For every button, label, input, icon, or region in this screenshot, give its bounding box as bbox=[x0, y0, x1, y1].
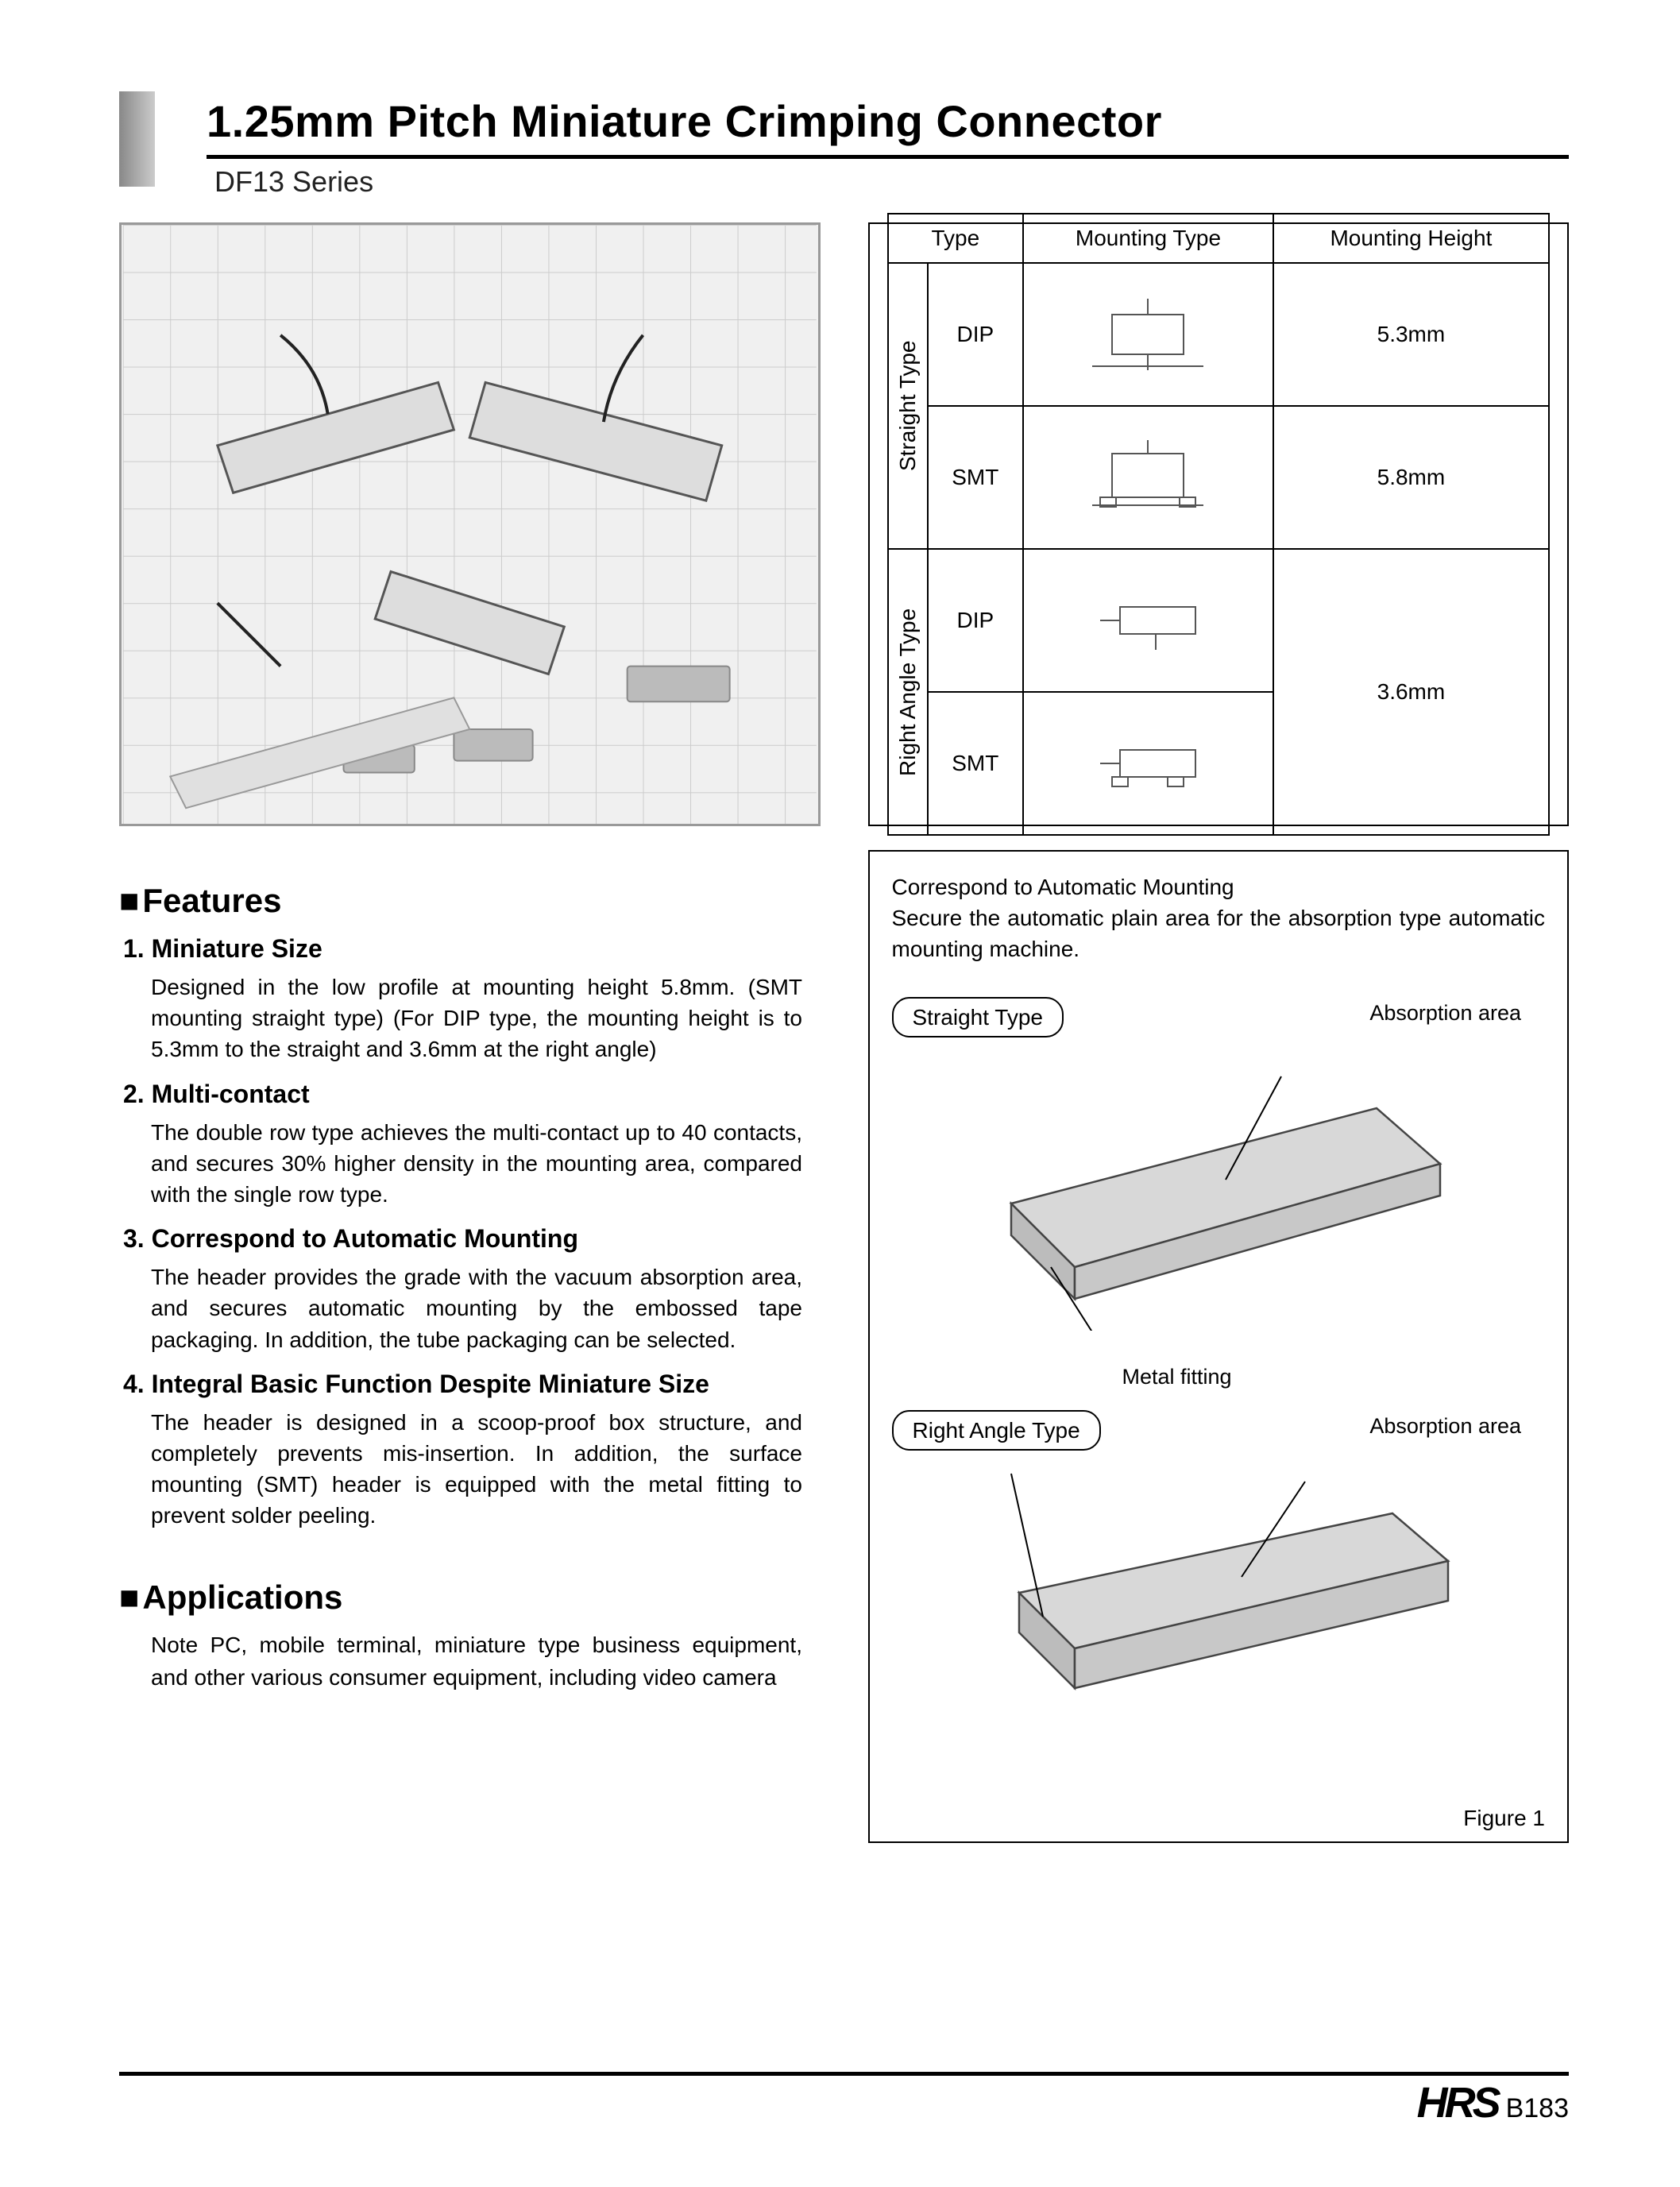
product-photo bbox=[119, 222, 821, 826]
right-angle-pill: Right Angle Type bbox=[892, 1410, 1101, 1451]
cell-height-ra: 3.6mm bbox=[1273, 549, 1549, 835]
feature-3: 3. Correspond to Automatic Mounting The … bbox=[119, 1224, 821, 1355]
page-number: B183 bbox=[1506, 2093, 1569, 2124]
feature-2: 2. Multi-contact The double row type ach… bbox=[119, 1080, 821, 1211]
straight-type-pill: Straight Type bbox=[892, 997, 1064, 1037]
photo-placeholder-svg bbox=[122, 225, 818, 824]
metal-fitting-label: Metal fitting bbox=[1122, 1362, 1232, 1393]
feature-4-body: The header is designed in a scoop-proof … bbox=[151, 1407, 802, 1532]
title-rule bbox=[207, 155, 1569, 159]
footer-rule bbox=[119, 2072, 1569, 2076]
fig-head1: Correspond to Automatic Mounting bbox=[892, 871, 1546, 902]
cell-draw-smt-st bbox=[1023, 406, 1273, 549]
straight-connector-svg bbox=[964, 1045, 1480, 1331]
fig-head2: Secure the automatic plain area for the … bbox=[892, 902, 1546, 964]
feature-3-title: 3. Correspond to Automatic Mounting bbox=[123, 1224, 821, 1254]
cell-draw-dip-ra bbox=[1023, 549, 1273, 692]
hrs-logo: HRS bbox=[1417, 2078, 1498, 2127]
figure-number: Figure 1 bbox=[892, 1803, 1546, 1833]
footer: HRS B183 bbox=[1417, 2078, 1569, 2127]
applications-heading: Applications bbox=[119, 1578, 821, 1617]
series-label: DF13 Series bbox=[214, 165, 1569, 199]
photo-column bbox=[119, 222, 821, 826]
group-right: Right Angle Type bbox=[888, 549, 928, 835]
cell-draw-dip-st bbox=[1023, 263, 1273, 406]
cell-height-dip-st: 5.3mm bbox=[1273, 263, 1549, 406]
feature-1: 1. Miniature Size Designed in the low pr… bbox=[119, 934, 821, 1065]
cell-draw-smt-ra bbox=[1023, 692, 1273, 835]
feature-4-title: 4. Integral Basic Function Despite Minia… bbox=[123, 1370, 821, 1399]
cell-smt-ra: SMT bbox=[928, 692, 1024, 835]
right-angle-connector-svg bbox=[964, 1458, 1480, 1744]
feature-4: 4. Integral Basic Function Despite Minia… bbox=[119, 1370, 821, 1532]
feature-2-body: The double row type achieves the multi-c… bbox=[151, 1117, 802, 1211]
absorption-label-2: Absorption area bbox=[1369, 1412, 1521, 1442]
feature-2-title: 2. Multi-contact bbox=[123, 1080, 821, 1109]
cell-smt: SMT bbox=[928, 406, 1024, 549]
th-mount-type: Mounting Type bbox=[1023, 214, 1273, 263]
type-table-box: Type Mounting Type Mounting Height Strai… bbox=[868, 222, 1570, 826]
features-heading: Features bbox=[119, 882, 821, 920]
th-type: Type bbox=[888, 214, 1024, 263]
figure-1-box: Correspond to Automatic Mounting Secure … bbox=[868, 850, 1570, 1843]
applications-body: Note PC, mobile terminal, miniature type… bbox=[151, 1629, 802, 1694]
feature-1-title: 1. Miniature Size bbox=[123, 934, 821, 964]
title-tab bbox=[119, 91, 155, 187]
page-title: 1.25mm Pitch Miniature Crimping Connecto… bbox=[207, 95, 1569, 147]
figure-area: Straight Type Absorption area Metal fitt… bbox=[892, 981, 1546, 1803]
cell-height-smt-st: 5.8mm bbox=[1273, 406, 1549, 549]
header-block: 1.25mm Pitch Miniature Crimping Connecto… bbox=[119, 95, 1569, 199]
group-straight: Straight Type bbox=[888, 263, 928, 549]
absorption-label-1: Absorption area bbox=[1369, 999, 1521, 1029]
cell-dip-ra: DIP bbox=[928, 549, 1024, 692]
type-table-column: Type Mounting Type Mounting Height Strai… bbox=[868, 222, 1570, 826]
text-column: Features 1. Miniature Size Designed in t… bbox=[119, 850, 821, 1843]
cell-dip: DIP bbox=[928, 263, 1024, 406]
feature-3-body: The header provides the grade with the v… bbox=[151, 1262, 802, 1355]
th-mount-height: Mounting Height bbox=[1273, 214, 1549, 263]
figure-column: Correspond to Automatic Mounting Secure … bbox=[868, 850, 1570, 1843]
type-table: Type Mounting Type Mounting Height Strai… bbox=[887, 213, 1551, 836]
feature-1-body: Designed in the low profile at mounting … bbox=[151, 972, 802, 1065]
